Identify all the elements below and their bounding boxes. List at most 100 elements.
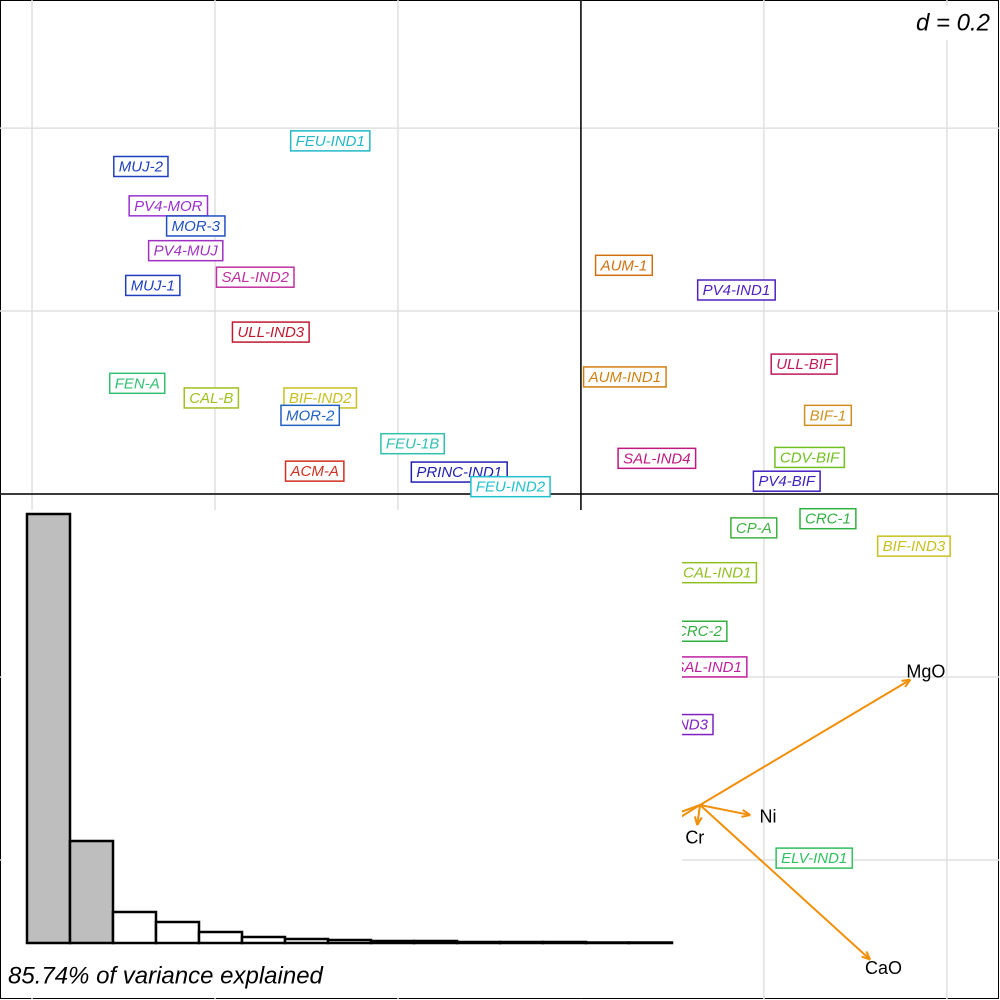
group-label: PV4-BIF bbox=[752, 470, 821, 492]
eigen-bar bbox=[369, 939, 416, 945]
group-box bbox=[108, 372, 166, 395]
group-name: CDV-BIF bbox=[780, 449, 840, 466]
loading-arrow bbox=[696, 804, 701, 826]
group-name: BIF-IND3 bbox=[883, 538, 946, 555]
group-box bbox=[803, 404, 853, 427]
group-box bbox=[147, 239, 224, 262]
arrow-head bbox=[901, 678, 912, 688]
arrow-head bbox=[741, 809, 751, 818]
variable-label: Ni bbox=[759, 807, 776, 827]
group-label: SAL-IND2 bbox=[215, 266, 295, 288]
group-name: FEU-IND1 bbox=[296, 133, 365, 150]
grid-label-box bbox=[909, 6, 992, 40]
group-box bbox=[770, 353, 838, 375]
group-name: SAL-IND1 bbox=[674, 659, 742, 676]
group-name: PV4-MUJ bbox=[154, 243, 219, 260]
group-box bbox=[696, 279, 776, 301]
group-box bbox=[582, 366, 667, 388]
group-box bbox=[113, 155, 169, 178]
group-box bbox=[183, 387, 240, 409]
group-box bbox=[289, 130, 371, 152]
group-name: FEU-1B bbox=[386, 436, 439, 453]
group-name: AUM-1 bbox=[600, 257, 648, 274]
group-box bbox=[470, 475, 551, 498]
group-name: CAL-B bbox=[189, 390, 233, 407]
group-label: AUM-IND1 bbox=[582, 366, 667, 388]
group-box bbox=[730, 517, 778, 539]
loading-arrow bbox=[699, 804, 871, 961]
group-box bbox=[775, 847, 854, 869]
group-box bbox=[280, 404, 341, 427]
variable-label: CaO bbox=[865, 958, 902, 978]
eigen-bar bbox=[326, 938, 373, 945]
group-label: PV4-IND1 bbox=[696, 279, 776, 301]
group-box bbox=[380, 432, 446, 455]
group-label: MOR-2 bbox=[280, 404, 341, 427]
eigen-bar bbox=[240, 935, 287, 945]
variable-label: Cr bbox=[685, 828, 704, 848]
group-label: MUJ-1 bbox=[124, 274, 181, 297]
group-label: FEU-IND2 bbox=[470, 475, 551, 498]
group-box bbox=[231, 321, 310, 343]
group-label: ULL-BIF bbox=[770, 353, 838, 375]
eigen-bar bbox=[283, 937, 330, 945]
group-name: MUJ-1 bbox=[131, 277, 175, 294]
eigen-bar bbox=[584, 941, 631, 945]
group-label: CDV-BIF bbox=[774, 446, 846, 469]
group-name: BIF-IND2 bbox=[289, 390, 352, 407]
group-name: FEN-A bbox=[115, 375, 160, 392]
group-label: FEU-IND1 bbox=[289, 130, 371, 152]
group-label: FEU-1B bbox=[380, 432, 446, 455]
group-label: CRC-1 bbox=[799, 507, 857, 530]
loading-arrow bbox=[699, 804, 751, 817]
eigen-bar bbox=[455, 940, 502, 945]
group-name: CRC-1 bbox=[805, 511, 851, 528]
group-name: SAL-IND2 bbox=[221, 269, 289, 286]
group-name: FEU-IND2 bbox=[476, 479, 546, 496]
group-name: PV4-BIF bbox=[758, 473, 816, 490]
group-box bbox=[215, 266, 295, 288]
eigen-bar bbox=[541, 940, 588, 945]
arrow-head bbox=[861, 951, 872, 961]
eigen-bar bbox=[68, 839, 115, 945]
eigen-bar bbox=[627, 941, 674, 945]
eigen-bar bbox=[111, 910, 158, 945]
group-box bbox=[799, 507, 857, 530]
group-label: SAL-IND4 bbox=[617, 447, 697, 470]
group-name: CRC-2 bbox=[676, 623, 722, 640]
group-name: CAL-IND1 bbox=[683, 565, 751, 582]
eigen-bar bbox=[154, 920, 201, 945]
group-label: MOR-3 bbox=[165, 215, 226, 237]
grid-label: d = 0.2 bbox=[916, 9, 990, 36]
group-label: BIF-IND3 bbox=[876, 535, 951, 557]
group-label: FEN-A bbox=[108, 372, 166, 395]
arrow-head bbox=[693, 816, 703, 826]
group-box bbox=[774, 446, 846, 469]
group-label: BIF-1 bbox=[803, 404, 853, 427]
group-label: AUM-1 bbox=[594, 254, 654, 277]
group-label: BIF-IND2 bbox=[283, 387, 358, 409]
group-box bbox=[617, 447, 697, 470]
group-label: PV4-MUJ bbox=[147, 239, 224, 262]
group-name: ELV-IND1 bbox=[781, 850, 847, 867]
group-name: CP-A bbox=[736, 520, 772, 537]
group-box bbox=[165, 215, 226, 237]
group-label: ELV-IND1 bbox=[775, 847, 854, 869]
group-box bbox=[752, 470, 821, 492]
group-label: CAL-IND1 bbox=[677, 561, 758, 584]
group-box bbox=[876, 535, 951, 557]
group-name: PV4-MOR bbox=[134, 198, 203, 215]
group-name: ACM-A bbox=[290, 463, 339, 480]
group-name: SAL-IND4 bbox=[623, 450, 691, 467]
group-label: CAL-B bbox=[183, 387, 240, 409]
group-label: CP-A bbox=[730, 517, 778, 539]
group-box bbox=[594, 254, 654, 277]
variable-label: MgO bbox=[906, 661, 945, 681]
inset-caption: 85.74% of variance explained bbox=[8, 962, 324, 989]
group-label: ACM-A bbox=[284, 460, 345, 482]
eigen-bar bbox=[412, 939, 459, 945]
group-name: MOR-2 bbox=[286, 407, 335, 424]
group-name: ULL-IND3 bbox=[237, 324, 304, 341]
group-box bbox=[284, 460, 345, 482]
